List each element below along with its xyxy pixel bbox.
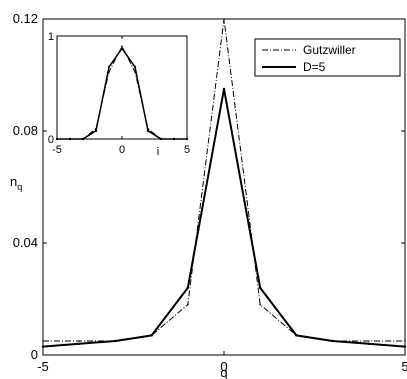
y-tick-label: 1 — [48, 31, 54, 43]
main-y-axis-label: nq — [10, 174, 22, 192]
series-point — [172, 137, 176, 141]
series-point — [114, 339, 117, 343]
y-tick-label: 0 — [48, 134, 54, 146]
series-point — [55, 137, 59, 141]
inset-x-axis-label: i — [157, 146, 159, 158]
inset-plot-frame — [56, 35, 188, 140]
series-point — [107, 65, 111, 69]
legend: Gutzwiller D=5 — [254, 38, 401, 77]
series-point — [259, 303, 262, 306]
inset-series — [55, 45, 189, 141]
legend-gutzwiller-label: Gutzwiller — [303, 43, 356, 57]
series-point — [146, 129, 150, 132]
series-point — [150, 334, 153, 337]
series-point — [367, 342, 370, 345]
series-point — [404, 340, 406, 342]
y-tick-label: 0 — [31, 347, 38, 362]
x-tick-label: 0 — [220, 359, 227, 374]
legend-box — [254, 38, 401, 77]
series-point — [187, 303, 189, 306]
series-point — [94, 129, 98, 132]
series-point — [68, 137, 72, 141]
series-point — [81, 137, 85, 141]
inset-chart: -5 0 501 i — [48, 31, 190, 158]
x-tick-label: 0 — [119, 144, 125, 156]
series-point — [120, 47, 124, 50]
y-tick-label: 0.12 — [13, 11, 38, 26]
series-point — [185, 137, 189, 141]
main-ticks: -5 0 500.040.080.12 — [13, 11, 407, 374]
main-x-axis-label: q — [220, 365, 227, 379]
series-point — [331, 339, 334, 343]
y-tick-label: 0.08 — [13, 123, 38, 138]
series-point — [259, 286, 262, 289]
series-point — [159, 137, 163, 141]
series-point — [403, 345, 407, 348]
series-point — [222, 87, 226, 91]
series-point — [186, 286, 189, 289]
series-point — [223, 18, 225, 20]
x-tick-label: -5 — [52, 144, 62, 156]
x-tick-label: 5 — [401, 359, 407, 374]
x-tick-label: -5 — [37, 359, 49, 374]
y-tick-label: 0.04 — [13, 235, 38, 250]
x-tick-label: 5 — [184, 144, 190, 156]
legend-d5-label: D=5 — [303, 60, 326, 74]
series-point — [78, 340, 80, 342]
series-point — [42, 340, 44, 342]
main-series — [41, 18, 407, 348]
series-point — [78, 342, 81, 345]
main-y-axis-label-subscript: q — [17, 182, 22, 192]
main-y-axis-label-base: n — [10, 174, 17, 189]
series-point — [368, 340, 370, 342]
series-point — [133, 65, 137, 69]
series-point — [41, 345, 45, 348]
series-point — [121, 45, 123, 48]
series-point — [295, 334, 298, 337]
